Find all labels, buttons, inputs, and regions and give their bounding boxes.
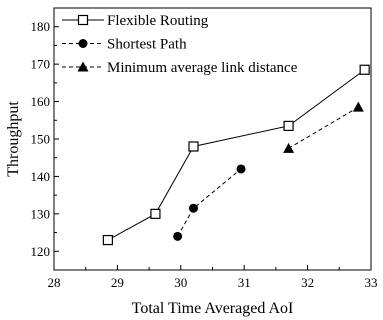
x-tick-label: 33 [365, 275, 378, 290]
legend-label: Minimum average link distance [107, 60, 298, 76]
legend: Flexible Routing Shortest Path Minimum ave… [62, 13, 298, 76]
legend-entry: Shortest Path [62, 37, 187, 53]
x-axis-title: Total Time Averaged AoI [132, 300, 294, 317]
y-tick-label: 130 [31, 206, 51, 221]
legend-entry: Flexible Routing [62, 13, 209, 29]
x-tick-label: 29 [111, 275, 124, 290]
data-point [359, 64, 370, 75]
legend-marker [77, 61, 89, 72]
series-3 [283, 101, 364, 153]
y-tick-label: 140 [31, 169, 51, 184]
x-tick-label: 28 [48, 275, 61, 290]
data-point [283, 120, 294, 132]
series-line [107, 69, 365, 241]
y-tick-label: 180 [31, 19, 51, 34]
data-point [150, 208, 161, 219]
series-layer [102, 64, 370, 246]
legend-marker [77, 14, 89, 26]
series-2 [173, 164, 246, 241]
axes: 28 29 30 31 32 33 120 130 140 150 160 170 180 [31, 7, 378, 290]
data-point [173, 231, 183, 241]
data-point [283, 142, 295, 153]
x-tick-label: 32 [301, 275, 314, 290]
data-point [102, 234, 113, 246]
data-point [188, 141, 199, 152]
series-1 [102, 64, 370, 246]
y-tick-label: 150 [31, 132, 51, 147]
y-axis-title: Throughput [5, 101, 22, 177]
x-tick-label: 30 [174, 275, 187, 290]
legend-entry: Minimum average link distance [62, 60, 298, 76]
series-line [177, 168, 242, 237]
data-point [236, 164, 246, 174]
y-tick-label: 160 [31, 94, 51, 109]
data-point [352, 101, 364, 112]
x-tick-label: 31 [238, 275, 251, 290]
legend-marker [78, 39, 88, 48]
plot-frame [53, 7, 372, 271]
y-tick-label: 170 [31, 57, 51, 72]
series-line [288, 106, 359, 149]
legend-label: Flexible Routing [107, 13, 209, 29]
legend-label: Shortest Path [107, 37, 187, 53]
y-tick-label: 120 [31, 244, 51, 259]
data-point [188, 203, 198, 213]
